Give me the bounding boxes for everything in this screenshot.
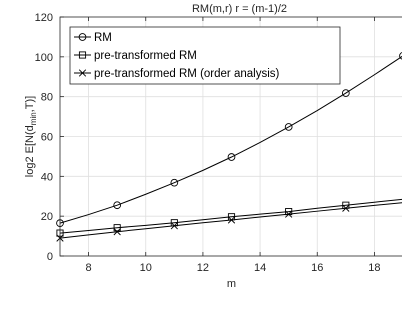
series-3 [56,202,402,242]
y-tick-label: 0 [47,251,53,263]
legend: RM pre-transformed RM pre-transformed RM (… [69,26,341,85]
legend-items: RM pre-transformed RM pre-transformed RM (… [74,32,280,80]
x-tick-label: 12 [197,262,209,274]
series-1-point [170,178,179,187]
y-axis-label-subscript: min [29,112,38,125]
series-3-point [342,204,350,212]
series-2-point [113,224,121,232]
x-tick-label: 16 [311,262,323,274]
legend-box [69,26,341,85]
series-1-point [399,52,402,60]
y-tick-label: 80 [41,92,53,104]
series-1-point [341,89,350,97]
series-layer [56,52,402,242]
axis-ticks [60,16,375,257]
series-1-point [284,123,293,131]
x-tick-label: 14 [254,262,266,274]
legend-label: pre-transformed RM (order analysis) [94,68,280,80]
legend-label: pre-transformed RM [94,50,197,62]
y-tick-label: 100 [35,52,53,64]
x-tick-label: 8 [86,262,92,274]
series-1-point [113,201,122,210]
legend-label: RM [94,32,112,44]
series-3-point [113,228,121,236]
series-3-point [227,216,236,224]
y-tick-label: 20 [41,211,53,223]
legend-marker [78,51,87,59]
y-tick-label: 60 [41,132,53,144]
y-axis-label-main: log2 E[N(d [24,125,36,177]
x-tick-label: 18 [368,262,380,274]
legend-marker [78,69,87,77]
chart-title: RM(m,r) r = (m-1)/2 [192,3,287,15]
series-1-line [59,55,402,224]
series-1-point [227,153,236,161]
y-tick-label: 120 [35,12,53,24]
series-2-line [59,198,402,234]
y-tick-label: 40 [41,171,53,183]
x-tick-label: 10 [140,262,152,274]
x-axis-label: m [227,278,236,290]
tick-labels: 8 10 12 14 16 18 0 20 40 60 80 100 120 [35,12,381,274]
legend-marker [78,33,87,41]
series-3-point [170,222,178,230]
y-axis-label-tail: ,T)] [24,96,36,113]
legend-entry-2: pre-transformed RM [74,50,197,62]
series-3-point [285,210,293,218]
legend-entry-1: RM [74,32,112,44]
y-axis-label: log2 E[N(dmin,T)] [24,96,38,177]
legend-entry-3: pre-transformed RM (order analysis) [74,68,280,80]
